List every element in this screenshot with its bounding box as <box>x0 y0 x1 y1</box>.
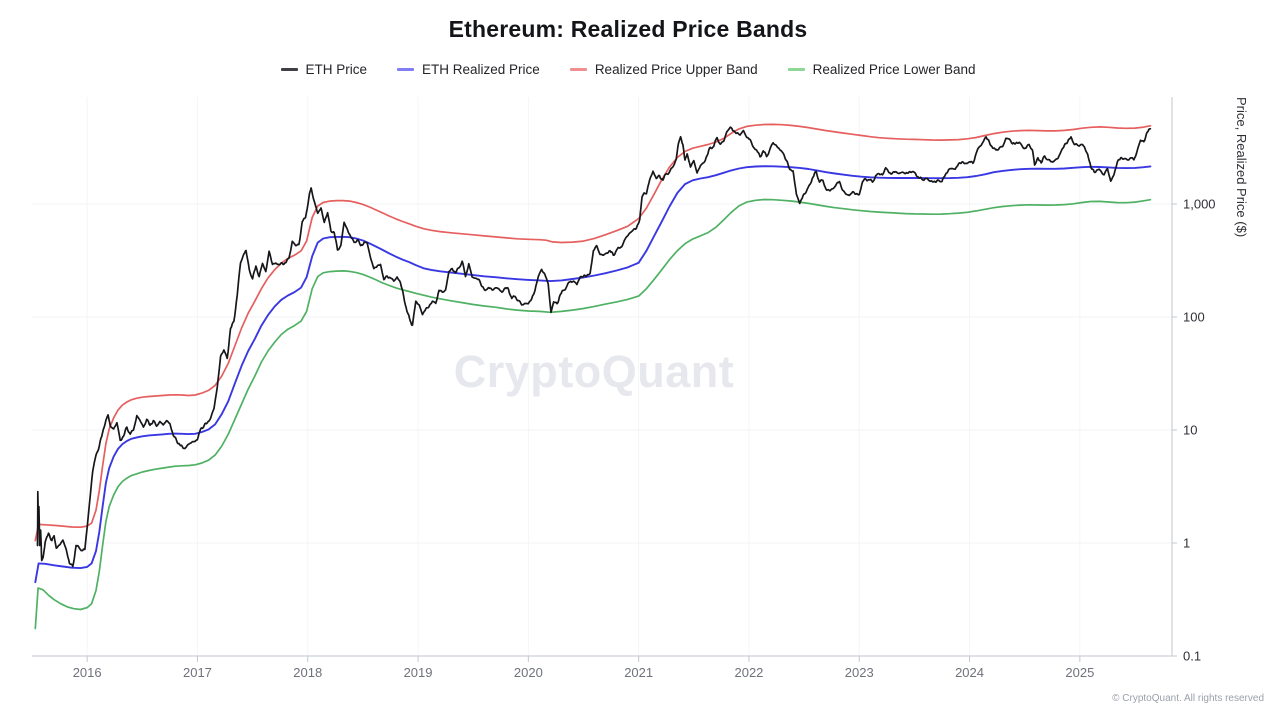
x-tick-label: 2025 <box>1065 665 1094 680</box>
legend-label: Realized Price Lower Band <box>812 62 976 77</box>
y-tick-label: 0.1 <box>1183 649 1201 664</box>
legend-item-eth-realized-price: ETH Realized Price <box>397 62 540 77</box>
legend-label: Realized Price Upper Band <box>594 62 758 77</box>
chart-title: Ethereum: Realized Price Bands <box>448 16 808 42</box>
legend-item-eth-price: ETH Price <box>280 62 368 77</box>
line-swatch-icon <box>569 68 587 71</box>
x-tick-label: 2017 <box>183 665 212 680</box>
x-tick-label: 2021 <box>624 665 653 680</box>
legend-item-realized-price-upper-band: Realized Price Upper Band <box>569 62 758 77</box>
series-line-eth-realized-price <box>34 165 1152 584</box>
x-tick-label: 2018 <box>293 665 322 680</box>
x-tick-label: 2019 <box>404 665 433 680</box>
legend-item-realized-price-lower-band: Realized Price Lower Band <box>787 62 976 77</box>
x-tick-label: 2023 <box>845 665 874 680</box>
legend-label: ETH Price <box>305 62 368 77</box>
series-line-realized-price-lower-band <box>34 198 1152 630</box>
line-swatch-icon <box>787 68 805 71</box>
y-tick-label: 100 <box>1183 310 1205 325</box>
watermark: CryptoQuant <box>453 346 735 397</box>
line-swatch-icon <box>397 68 415 71</box>
y-tick-label: 10 <box>1183 423 1197 438</box>
series-line-realized-price-upper-band <box>34 123 1152 542</box>
series-line-eth-price <box>36 126 1152 568</box>
copyright-note: © CryptoQuant. All rights reserved <box>1112 693 1264 704</box>
x-tick-label: 2020 <box>514 665 543 680</box>
x-tick-label: 2024 <box>955 665 984 680</box>
x-tick-label: 2016 <box>73 665 102 680</box>
y-tick-label: 1 <box>1183 536 1190 551</box>
y-tick-label: 1,000 <box>1183 197 1216 212</box>
legend-label: ETH Realized Price <box>422 62 540 77</box>
line-swatch-icon <box>280 68 298 71</box>
chart-legend: ETH Price ETH Realized Price Realized Pr… <box>0 62 1256 77</box>
x-tick-label: 2022 <box>734 665 763 680</box>
y-axis-title: Price, Realized Price ($) <box>1234 97 1249 238</box>
